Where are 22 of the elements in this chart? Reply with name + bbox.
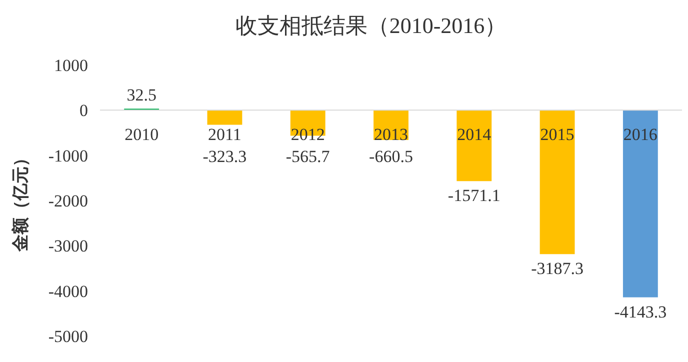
x-tick-label: 2014 <box>457 125 492 144</box>
y-tick-label: 0 <box>80 101 88 120</box>
y-tick-label: -1000 <box>48 146 88 166</box>
data-label: -323.3 <box>202 147 247 166</box>
y-tick-label: -5000 <box>48 327 88 346</box>
y-axis-title: 金额（亿元） <box>11 150 30 252</box>
x-tick-label: 2010 <box>124 125 159 144</box>
data-label: 32.5 <box>126 86 156 105</box>
x-tick-label: 2016 <box>623 125 658 144</box>
x-tick-label: 2011 <box>208 125 242 144</box>
data-label: -660.5 <box>369 147 413 166</box>
data-label: -565.7 <box>286 147 330 166</box>
data-label: -3187.3 <box>531 259 584 278</box>
y-tick-label: -2000 <box>48 192 88 210</box>
data-label: -4143.3 <box>614 302 667 322</box>
chart-title: 收支相抵结果（2010-2016） <box>235 13 507 38</box>
y-tick-label: -3000 <box>48 236 88 256</box>
data-label: -1571.1 <box>448 186 500 206</box>
x-tick-label: 2015 <box>540 125 574 144</box>
x-tick-label: 2013 <box>374 125 408 144</box>
y-tick-label: 1000 <box>54 56 88 75</box>
y-tick-label: -4000 <box>48 282 88 301</box>
